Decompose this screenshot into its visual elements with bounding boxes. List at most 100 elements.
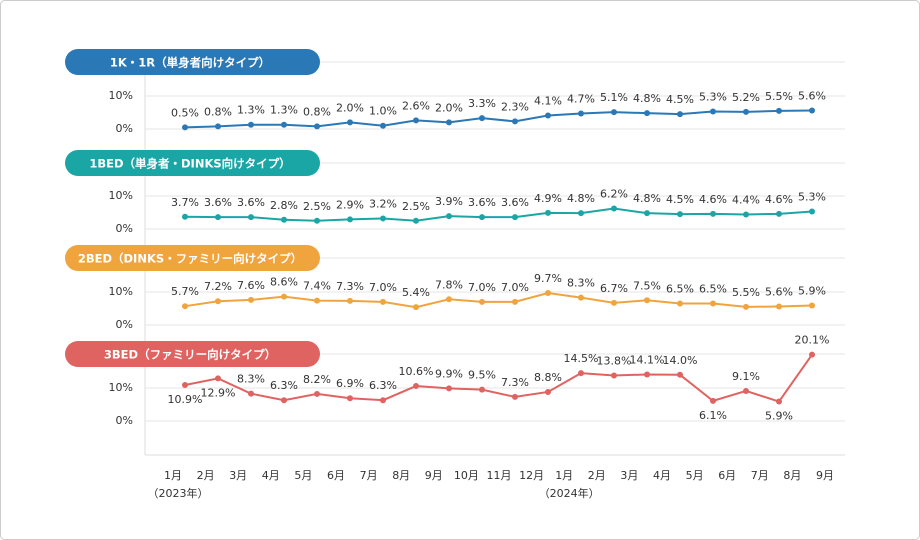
data-label: 9.9%	[435, 367, 463, 380]
data-label: 7.8%	[435, 278, 463, 291]
x-tick-label: 7月	[360, 469, 378, 482]
title-pill	[65, 341, 320, 367]
data-point	[578, 210, 584, 217]
data-point	[314, 297, 320, 304]
x-tick-label: 3月	[620, 469, 638, 482]
data-label: 4.9%	[534, 192, 562, 205]
data-point	[710, 300, 716, 307]
data-label: 7.4%	[303, 280, 331, 293]
data-label: 5.2%	[732, 91, 760, 104]
data-label: 4.5%	[666, 193, 694, 206]
data-label: 7.0%	[369, 281, 397, 294]
data-point	[314, 217, 320, 224]
panel-title: 3BED（ファミリー向けタイプ）	[104, 348, 276, 362]
data-point	[677, 300, 683, 307]
data-label: 4.5%	[666, 93, 694, 106]
x-tick-label: 4月	[653, 469, 671, 482]
data-point	[809, 351, 815, 358]
data-label: 3.7%	[171, 196, 199, 209]
y-tick-label: 0%	[116, 222, 133, 235]
data-point	[512, 214, 518, 221]
x-tick-label: 4月	[262, 469, 280, 482]
x-tick-label: 6月	[718, 469, 736, 482]
data-point	[281, 397, 287, 404]
data-label: 2.9%	[336, 198, 364, 211]
data-point	[446, 385, 452, 392]
data-point	[413, 383, 419, 390]
data-point	[248, 121, 254, 128]
data-label: 4.7%	[567, 92, 595, 105]
x-tick-label: 2月	[197, 469, 215, 482]
data-point	[347, 297, 353, 304]
data-label: 5.7%	[171, 285, 199, 298]
data-label: 3.6%	[501, 196, 529, 209]
data-point	[809, 208, 815, 215]
data-label: 9.5%	[468, 369, 496, 382]
data-label: 4.8%	[633, 192, 661, 205]
data-label: 3.3%	[468, 97, 496, 110]
y-tick-label: 0%	[116, 122, 133, 135]
data-label: 20.1%	[795, 334, 830, 347]
title-pill	[65, 245, 320, 271]
year-label: （2024年）	[539, 486, 600, 500]
data-point	[743, 211, 749, 218]
data-label: 6.3%	[369, 379, 397, 392]
data-point	[380, 397, 386, 404]
y-tick-label: 10%	[109, 381, 133, 394]
y-tick-label: 10%	[109, 89, 133, 102]
y-tick-label: 10%	[109, 189, 133, 202]
data-label: 5.9%	[798, 285, 826, 298]
series-line	[184, 109, 813, 129]
data-label: 10.6%	[399, 365, 434, 378]
y-tick-label: 0%	[116, 414, 133, 427]
title-pill	[65, 150, 320, 176]
data-label: 1.0%	[369, 105, 397, 118]
data-label: 0.5%	[171, 106, 199, 119]
data-point	[248, 390, 254, 397]
data-point	[611, 372, 617, 379]
panel-title: 1K・1R（単身者向けタイプ）	[110, 56, 270, 70]
data-point	[479, 214, 485, 221]
data-label: 4.1%	[534, 94, 562, 107]
x-tick-label: 11月	[487, 469, 512, 482]
panel-title: 2BED（DINKS・ファミリー向けタイプ）	[78, 252, 302, 266]
data-label: 5.5%	[765, 90, 793, 103]
data-point	[215, 123, 221, 130]
x-tick-label: 8月	[392, 469, 410, 482]
data-point	[413, 217, 419, 224]
data-point	[413, 117, 419, 124]
data-label: 3.6%	[468, 196, 496, 209]
data-point	[281, 121, 287, 128]
data-label: 9.7%	[534, 272, 562, 285]
data-point	[380, 122, 386, 129]
data-point	[545, 289, 551, 296]
data-point	[809, 107, 815, 114]
data-label: 6.9%	[336, 377, 364, 390]
x-tick-label: 5月	[294, 469, 312, 482]
data-label: 7.3%	[336, 280, 364, 293]
series-line	[184, 207, 813, 222]
data-point	[347, 395, 353, 402]
data-label: 5.6%	[798, 90, 826, 103]
title-pill	[65, 49, 320, 75]
data-label: 5.4%	[402, 286, 430, 299]
data-label: 0.8%	[303, 105, 331, 118]
data-label: 4.8%	[567, 192, 595, 205]
x-tick-label: 12月	[519, 469, 544, 482]
data-point	[248, 296, 254, 303]
y-tick-label: 0%	[116, 318, 133, 331]
data-label: 5.6%	[765, 286, 793, 299]
data-point	[545, 209, 551, 216]
data-label: 7.2%	[204, 280, 232, 293]
data-point	[710, 210, 716, 217]
data-point	[314, 123, 320, 130]
series-line	[184, 291, 813, 309]
data-point	[644, 210, 650, 217]
data-point	[281, 293, 287, 300]
data-label: 4.8%	[633, 92, 661, 105]
data-label: 3.9%	[435, 195, 463, 208]
data-point	[182, 382, 188, 389]
x-tick-label: 7月	[751, 469, 769, 482]
data-point	[578, 110, 584, 117]
data-point	[248, 214, 254, 221]
